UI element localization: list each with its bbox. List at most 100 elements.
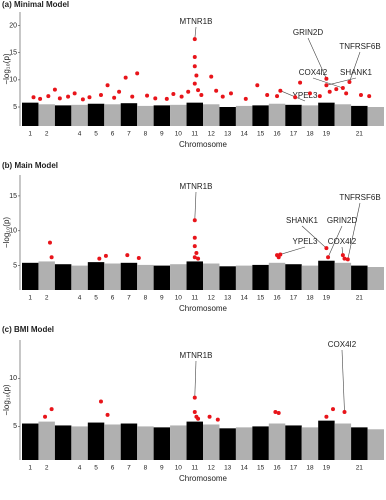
significant-snp xyxy=(273,410,278,414)
x-tick-label: 19 xyxy=(323,295,331,302)
x-tick-label: 11 xyxy=(191,295,198,302)
x-axis-label: Chromosome xyxy=(179,140,228,149)
chromosome-column xyxy=(104,263,121,290)
chromosome-column xyxy=(219,107,236,126)
y-tick-label: 5 xyxy=(13,262,17,269)
x-tick-label: 13 xyxy=(224,465,232,472)
chromosome-column xyxy=(71,104,88,126)
chromosome-column xyxy=(268,262,286,290)
chromosome-column xyxy=(203,263,220,290)
significant-snp xyxy=(340,86,345,90)
annotation-leader xyxy=(312,77,343,89)
chromosome-column xyxy=(235,105,253,126)
chromosome-column xyxy=(22,102,39,126)
chromosome-column xyxy=(153,265,171,290)
significant-snp xyxy=(243,96,248,101)
chromosome-column xyxy=(367,267,384,290)
significant-snp xyxy=(367,94,372,99)
significant-snp xyxy=(98,93,103,98)
significant-snp xyxy=(136,255,141,260)
significant-snp xyxy=(125,253,130,258)
significant-snp xyxy=(192,64,197,69)
x-tick-label: 10 xyxy=(175,465,183,472)
x-tick-label: 16 xyxy=(273,131,281,138)
chromosome-column xyxy=(104,424,121,460)
significant-snp xyxy=(278,88,283,93)
chromosome-column xyxy=(203,104,220,126)
y-tick-label: 5 xyxy=(13,104,17,111)
chromosome-column xyxy=(186,102,203,126)
annotation-label: TNFRSF6B xyxy=(339,193,380,202)
y-tick-label: 15 xyxy=(9,50,17,57)
chromosome-column xyxy=(120,262,138,290)
significant-snp xyxy=(345,257,350,262)
significant-snp xyxy=(80,97,85,102)
x-tick-label: 21 xyxy=(356,465,364,472)
significant-snp xyxy=(153,96,158,101)
significant-snp xyxy=(186,89,191,94)
x-tick-label: 13 xyxy=(224,295,232,302)
chromosome-column xyxy=(71,426,88,460)
significant-snp xyxy=(46,94,51,99)
significant-snp xyxy=(276,410,281,415)
annotation-leader xyxy=(326,77,357,86)
annotation-leader xyxy=(280,90,306,102)
chromosome-column xyxy=(137,264,154,290)
y-tick-label: 15 xyxy=(9,193,17,200)
y-tick-label: 20 xyxy=(9,22,17,29)
chromosome-column xyxy=(351,427,368,460)
x-tick-label: 12 xyxy=(208,131,216,138)
chromosome-column xyxy=(170,425,187,460)
x-tick-label: 6 xyxy=(111,295,115,302)
significant-snp xyxy=(344,91,349,96)
significant-snp xyxy=(196,88,201,93)
chromosome-column xyxy=(367,107,384,126)
chromosome-column xyxy=(285,264,302,290)
chromosome-column xyxy=(54,105,72,126)
annotation-leader xyxy=(194,191,197,221)
significant-snp xyxy=(49,255,54,260)
annotation-label: GRIN2D xyxy=(293,28,323,37)
significant-snp xyxy=(52,87,57,92)
significant-snp xyxy=(43,414,48,419)
chromosome-column xyxy=(219,428,236,460)
annotation-leader xyxy=(194,360,197,398)
annotation-leader xyxy=(280,246,306,255)
x-tick-label: 1 xyxy=(28,295,32,302)
significant-snp xyxy=(31,95,36,100)
significant-snp xyxy=(196,256,201,261)
chromosome-column xyxy=(351,105,368,126)
x-tick-label: 4 xyxy=(78,465,82,472)
chromosome-column xyxy=(120,423,138,460)
significant-snp xyxy=(192,55,197,60)
x-tick-label: 2 xyxy=(45,465,49,472)
significant-snp xyxy=(112,95,117,100)
x-tick-label: 9 xyxy=(160,131,164,138)
x-tick-label: 17 xyxy=(290,465,298,472)
significant-snp xyxy=(278,252,283,257)
significant-snp xyxy=(105,412,110,417)
chromosome-column xyxy=(235,265,253,290)
annotation-label: COX4I2 xyxy=(299,68,328,77)
significant-snp xyxy=(145,93,150,98)
significant-snp xyxy=(330,407,335,412)
significant-snp xyxy=(192,37,197,42)
chromosome-column xyxy=(104,104,121,126)
significant-snp xyxy=(192,255,197,260)
chromosome-column xyxy=(367,429,384,460)
annotation-label: MTNR1B xyxy=(180,182,213,191)
chromosome-column xyxy=(235,427,253,460)
significant-snp xyxy=(192,395,197,400)
significant-snp xyxy=(298,80,303,85)
x-tick-label: 16 xyxy=(273,295,281,302)
chromosome-column xyxy=(120,103,138,126)
panel-title: (b) Main Model xyxy=(2,161,58,170)
significant-snp xyxy=(324,76,329,81)
chromosome-column xyxy=(38,261,55,290)
x-tick-label: 1 xyxy=(28,465,32,472)
chromosome-column xyxy=(268,103,286,126)
significant-snp xyxy=(192,235,197,240)
chromosome-column xyxy=(268,423,286,460)
chromosome-column xyxy=(153,427,171,460)
